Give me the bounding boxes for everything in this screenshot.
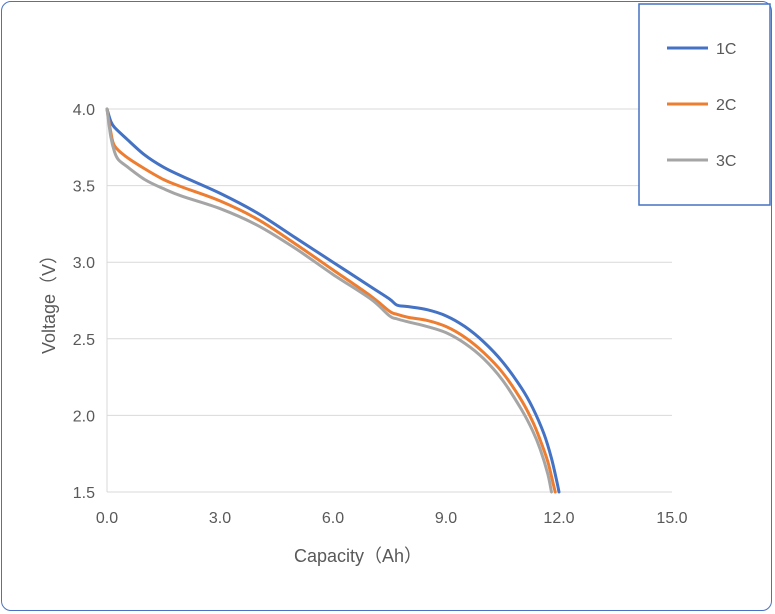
x-tick-label: 9.0: [435, 510, 457, 527]
series-line-3c: [105, 107, 553, 494]
x-axis-title: Capacity（Ah）: [294, 546, 422, 566]
y-axis-title: Voltage（V）: [39, 246, 59, 354]
series-line-1c: [105, 107, 561, 494]
y-tick-label: 2.0: [73, 408, 95, 425]
y-tick-label: 3.0: [73, 255, 95, 272]
y-tick-labels: 1.5 2.0 2.5 3.0 3.5 4.0: [73, 102, 95, 502]
x-tick-label: 0.0: [96, 510, 118, 527]
legend: 1C 2C 3C: [638, 3, 771, 206]
y-tick-label: 1.5: [73, 485, 95, 502]
y-tick-label: 3.5: [73, 179, 95, 196]
x-tick-label: 15.0: [656, 510, 687, 527]
legend-label-2c: 2C: [716, 97, 736, 114]
x-tick-label: 3.0: [209, 510, 231, 527]
x-tick-labels: 0.0 3.0 6.0 9.0 12.0 15.0: [96, 510, 688, 527]
legend-label-3c: 3C: [716, 153, 736, 170]
y-tick-label: 2.5: [73, 332, 95, 349]
x-tick-label: 12.0: [543, 510, 574, 527]
x-tick-label: 6.0: [322, 510, 344, 527]
legend-label-1c: 1C: [716, 41, 736, 58]
series-line-2c: [105, 107, 557, 494]
y-tick-label: 4.0: [73, 102, 95, 119]
series-lines: [105, 107, 561, 494]
